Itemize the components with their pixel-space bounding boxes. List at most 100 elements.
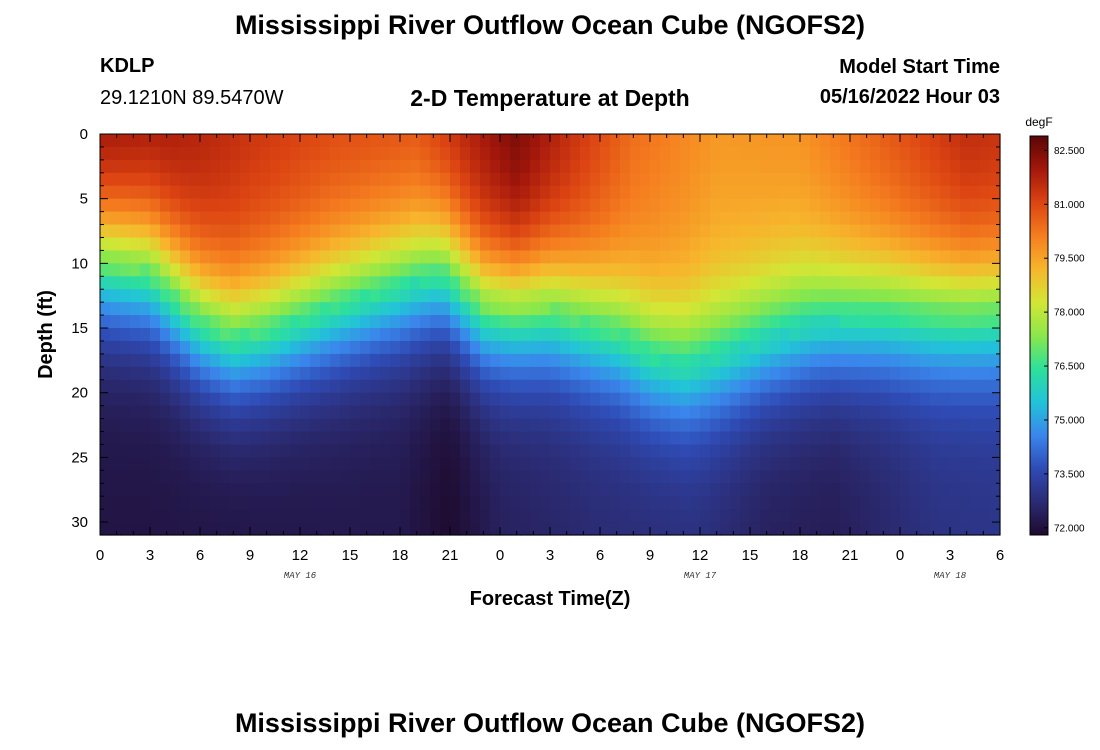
heatmap-cell [610, 457, 621, 471]
heatmap-cell [860, 457, 871, 471]
heatmap-cell [960, 483, 971, 497]
heatmap-cell [750, 457, 761, 471]
heatmap-cell [490, 263, 501, 277]
heatmap-cell [290, 211, 301, 226]
heatmap-cell [130, 444, 141, 458]
heatmap-cell [180, 315, 191, 329]
heatmap-cell [270, 276, 281, 290]
heatmap-cell [920, 353, 931, 368]
heatmap-cell [540, 198, 551, 213]
heatmap-cell [370, 263, 381, 277]
heatmap-cell [380, 224, 391, 239]
heatmap-cell [570, 302, 581, 316]
heatmap-cell [120, 276, 131, 290]
heatmap-cell [560, 302, 571, 316]
heatmap-cell [590, 405, 601, 420]
heatmap-cell [530, 444, 541, 458]
heatmap-cell [770, 224, 781, 239]
heatmap-cell [470, 379, 481, 394]
colorbar-tick-label: 79.500 [1054, 254, 1085, 265]
heatmap-cell [670, 250, 681, 264]
heatmap-cell [260, 418, 271, 433]
heatmap-cell [170, 211, 181, 226]
heatmap-cell [440, 431, 451, 446]
heatmap-cell [750, 405, 761, 420]
heatmap-cell [110, 328, 121, 342]
heatmap-cell [450, 159, 461, 174]
heatmap-cell [730, 289, 741, 303]
heatmap-cell [910, 146, 921, 161]
heatmap-cell [230, 315, 241, 329]
heatmap-cell [980, 134, 991, 148]
heatmap-cell [530, 457, 541, 471]
heatmap-cell [730, 237, 741, 252]
heatmap-cell [860, 224, 871, 239]
heatmap-cell [730, 353, 741, 368]
heatmap-cell [950, 263, 961, 277]
heatmap-cell [500, 418, 511, 433]
heatmap-cell [380, 276, 391, 290]
heatmap-cell [700, 302, 711, 316]
heatmap-cell [470, 496, 481, 510]
heatmap-cell [610, 470, 621, 484]
heatmap-cell [330, 250, 341, 264]
heatmap-cell [100, 340, 111, 355]
heatmap-cell [950, 134, 961, 148]
heatmap-cell [450, 146, 461, 161]
heatmap-cell [660, 379, 671, 394]
heatmap-cell [550, 509, 561, 523]
heatmap-cell [340, 496, 351, 510]
heatmap-cell [320, 444, 331, 458]
heatmap-cell [360, 198, 371, 213]
heatmap-cell [990, 224, 1001, 239]
heatmap-cell [320, 340, 331, 355]
heatmap-cell [780, 289, 791, 303]
heatmap-cell [630, 522, 641, 536]
heatmap-cell [410, 483, 421, 497]
heatmap-cell [990, 328, 1001, 342]
heatmap-cell [780, 315, 791, 329]
heatmap-cell [220, 315, 231, 329]
heatmap-cell [720, 185, 731, 200]
heatmap-cell [390, 392, 401, 407]
heatmap-cell [740, 211, 751, 226]
heatmap-cell [460, 276, 471, 290]
heatmap-cell [160, 302, 171, 316]
heatmap-cell [600, 457, 611, 471]
heatmap-cell [340, 483, 351, 497]
heatmap-cell [980, 405, 991, 420]
heatmap-cell [750, 379, 761, 394]
heatmap-cell [390, 276, 401, 290]
heatmap-cell [580, 315, 591, 329]
heatmap-cell [280, 405, 291, 420]
heatmap-cell [240, 379, 251, 394]
heatmap-cell [720, 276, 731, 290]
heatmap-cell [130, 379, 141, 394]
heatmap-cell [160, 263, 171, 277]
heatmap-cell [350, 457, 361, 471]
heatmap-cell [950, 509, 961, 523]
heatmap-cell [300, 185, 311, 200]
y-tick-label: 30 [71, 514, 88, 531]
heatmap-cell [710, 198, 721, 213]
heatmap-cell [730, 159, 741, 174]
heatmap-cell [610, 172, 621, 187]
heatmap-cell [680, 328, 691, 342]
heatmap-cell [920, 444, 931, 458]
heatmap-cell [750, 353, 761, 368]
heatmap-cell [700, 470, 711, 484]
heatmap-cell [600, 328, 611, 342]
heatmap-cell [840, 302, 851, 316]
heatmap-cell [190, 185, 201, 200]
heatmap-cell [740, 159, 751, 174]
heatmap-cell [560, 444, 571, 458]
heatmap-cell [140, 146, 151, 161]
heatmap-cell [660, 315, 671, 329]
heatmap-cell [750, 302, 761, 316]
heatmap-cell [310, 496, 321, 510]
heatmap-cell [620, 444, 631, 458]
heatmap-cell [670, 457, 681, 471]
heatmap-cell [720, 289, 731, 303]
heatmap-cell [980, 483, 991, 497]
heatmap-cell [710, 496, 721, 510]
